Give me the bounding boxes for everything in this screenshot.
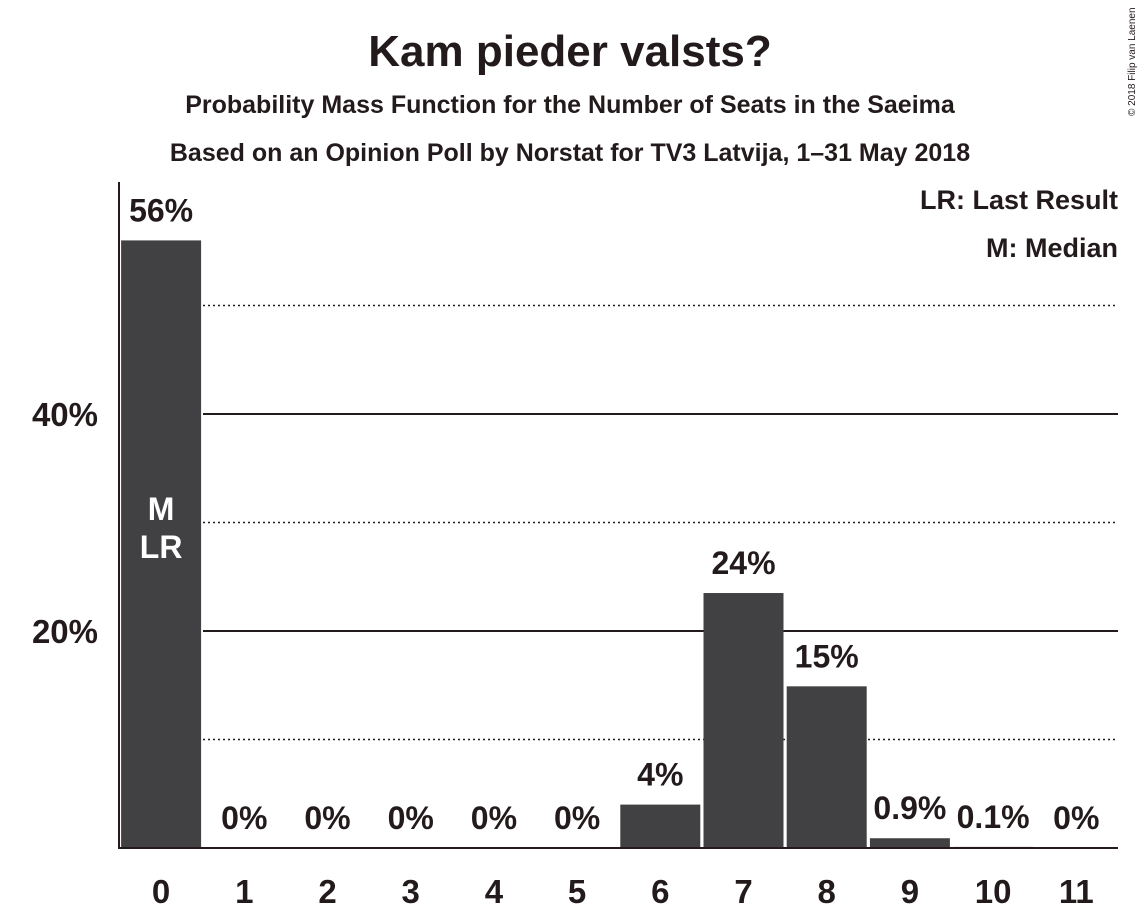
bar-value-label: 0% — [221, 800, 267, 836]
bar — [121, 240, 202, 848]
bar — [620, 804, 701, 848]
x-tick-label: 5 — [568, 873, 586, 910]
chart-title: Kam pieder valsts? — [368, 27, 772, 76]
legend: LR: Last Result M: Median — [920, 185, 1118, 263]
x-tick-label: 6 — [651, 873, 669, 910]
x-tick-label: 11 — [1059, 873, 1094, 910]
legend-entry: LR: Last Result — [920, 185, 1118, 215]
copyright-note: © 2018 Filip van Laenen — [1127, 7, 1138, 116]
x-tick-label: 3 — [402, 873, 420, 910]
bar-value-label: 0% — [554, 800, 600, 836]
x-tick-label: 1 — [235, 873, 253, 910]
x-tick-label: 4 — [485, 873, 504, 910]
bar-value-label: 0.1% — [957, 799, 1030, 835]
x-tick-label: 9 — [901, 873, 919, 910]
bar-value-label: 0% — [304, 800, 350, 836]
bar-value-label: 15% — [795, 638, 859, 674]
bar-value-label: 0% — [1053, 800, 1099, 836]
bars — [121, 240, 1034, 848]
legend-entry: M: Median — [986, 233, 1118, 263]
chart-subtitle-source: Based on an Opinion Poll by Norstat for … — [170, 139, 970, 167]
gridlines — [203, 304, 1118, 741]
bar-value-label: 24% — [711, 545, 775, 581]
y-tick-label: 20% — [32, 613, 98, 650]
bar-annotation: LR — [140, 529, 183, 565]
bar-value-label: 0% — [471, 800, 517, 836]
bar-value-label: 0% — [388, 800, 434, 836]
x-tick-label: 0 — [152, 873, 170, 910]
bar-value-label: 0.9% — [873, 790, 946, 826]
bar-value-label: 56% — [129, 192, 193, 228]
bar — [786, 686, 867, 848]
x-tick-label: 7 — [734, 873, 752, 910]
axes: 20% 40% 0 1 2 3 4 5 6 7 8 9 10 11 — [32, 182, 1118, 910]
x-tick-label: 10 — [975, 873, 1012, 910]
bar-labels: 56% 0% 0% 0% 0% 0% 4% 24% 15% 0.9% 0.1% 0% MLR — [129, 192, 1099, 836]
y-tick-label: 40% — [32, 396, 98, 433]
chart-subtitle: Probability Mass Function for the Number… — [185, 91, 956, 119]
bar-value-label: 4% — [637, 757, 683, 793]
bar — [869, 838, 950, 848]
bar-annotation: M — [148, 491, 175, 527]
bar — [703, 593, 784, 848]
x-tick-label: 8 — [818, 873, 836, 910]
x-tick-label: 2 — [318, 873, 336, 910]
